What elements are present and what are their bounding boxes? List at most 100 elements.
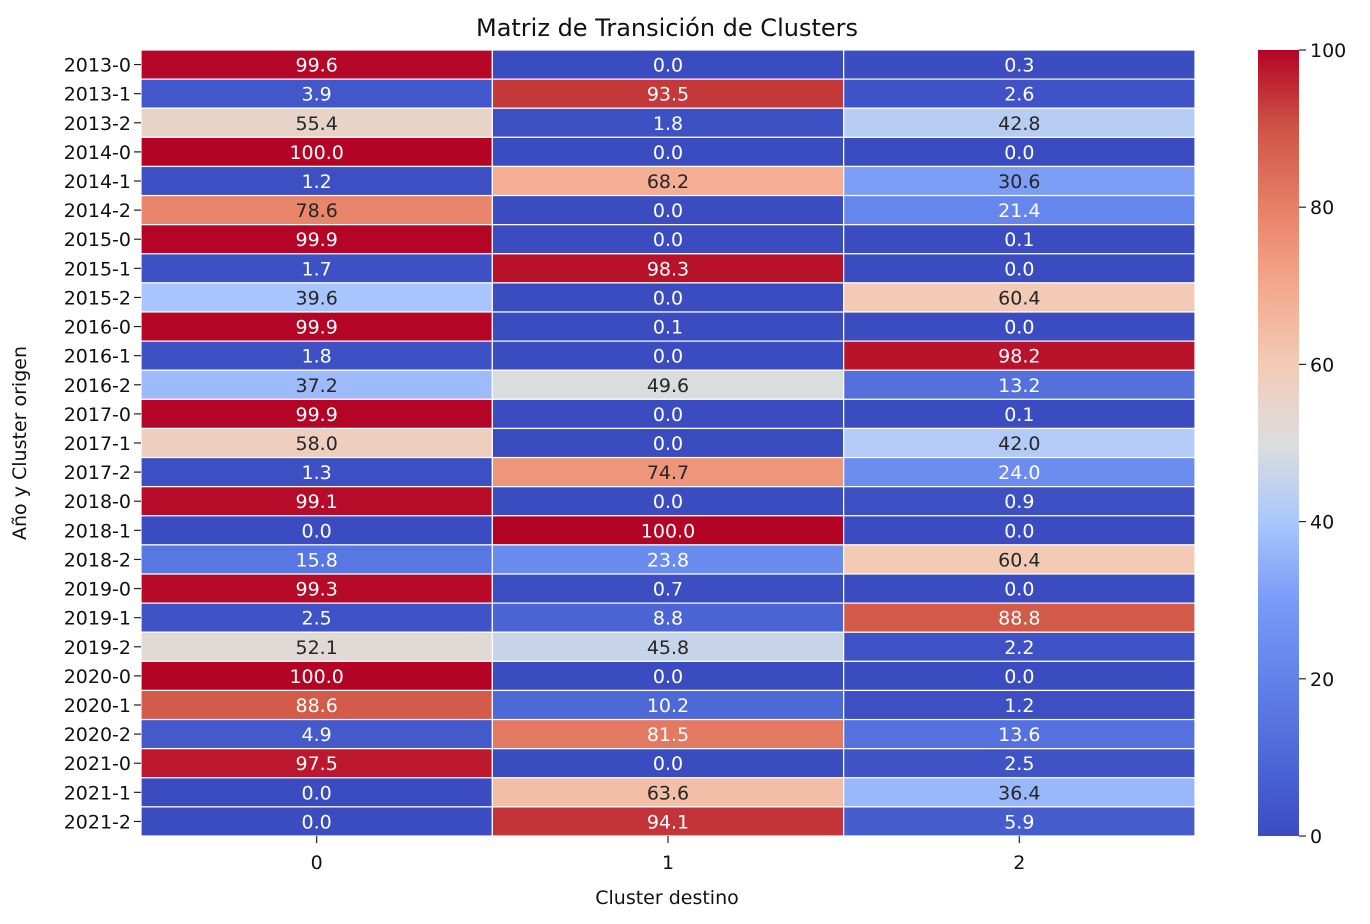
row-tick-label: 2017-0 bbox=[64, 404, 131, 426]
heatmap-cell bbox=[491, 515, 845, 546]
heatmap-cell bbox=[843, 660, 1196, 692]
cell-value-label: 0.9 bbox=[1004, 491, 1034, 513]
heatmap-cell bbox=[843, 224, 1196, 255]
heatmap-cell bbox=[491, 573, 845, 604]
cell-value-label: 5.9 bbox=[1004, 811, 1034, 833]
row-tick-label: 2013-0 bbox=[64, 55, 131, 77]
cell-value-label: 21.4 bbox=[998, 200, 1040, 222]
heatmap-cell bbox=[843, 456, 1196, 488]
cell-value-label: 58.0 bbox=[296, 433, 338, 455]
row-tick-label: 2017-1 bbox=[64, 433, 131, 455]
row-ticks: 2013-0 2013-1 2013-2 2014-0 2014-1 2014-2 2015… bbox=[64, 55, 141, 833]
colorbar-tick-label: 40 bbox=[1310, 512, 1334, 534]
heatmap-cell bbox=[491, 486, 845, 517]
chart-title: Matriz de Transición de Clusters bbox=[476, 14, 858, 42]
cell-value-label: 0.0 bbox=[302, 520, 332, 542]
row-tick-label: 2021-1 bbox=[64, 782, 131, 804]
cell-value-label: 0.0 bbox=[653, 142, 683, 164]
cell-value-label: 68.2 bbox=[647, 171, 689, 193]
cell-value-label: 88.8 bbox=[998, 608, 1040, 630]
cell-value-label: 45.8 bbox=[647, 637, 689, 659]
row-tick-label: 2017-2 bbox=[64, 462, 131, 484]
cell-value-label: 99.6 bbox=[296, 55, 338, 77]
heatmap-cell bbox=[491, 194, 845, 226]
heatmap-cell bbox=[843, 515, 1196, 546]
column-tick-label: 2 bbox=[1013, 852, 1025, 874]
heatmap-cell bbox=[140, 515, 493, 546]
colorbar-tick-label: 20 bbox=[1310, 669, 1334, 691]
cell-value-label: 99.3 bbox=[296, 579, 338, 601]
heatmap-cell bbox=[491, 777, 845, 808]
cell-value-label: 0.0 bbox=[1004, 258, 1034, 280]
cell-value-label: 0.0 bbox=[653, 753, 683, 775]
cell-value-label: 0.1 bbox=[653, 317, 683, 339]
heatmap-cell bbox=[140, 718, 493, 750]
colorbar-tick-label: 80 bbox=[1310, 197, 1334, 219]
cell-value-label: 0.0 bbox=[653, 55, 683, 77]
heatmap-cell bbox=[140, 398, 493, 430]
heatmap-cell bbox=[140, 311, 493, 342]
heatmap-cell bbox=[843, 806, 1196, 837]
cell-value-label: 94.1 bbox=[647, 811, 689, 833]
row-tick-label: 2018-2 bbox=[64, 549, 131, 571]
row-tick-label: 2014-0 bbox=[64, 142, 131, 164]
cell-value-label: 93.5 bbox=[647, 84, 689, 106]
cell-value-label: 100.0 bbox=[289, 142, 343, 164]
heatmap-cell bbox=[843, 748, 1196, 779]
heatmap-cell bbox=[843, 544, 1196, 575]
cell-value-label: 0.0 bbox=[653, 491, 683, 513]
cell-value-label: 0.1 bbox=[1004, 229, 1034, 251]
cell-value-label: 1.2 bbox=[1004, 695, 1034, 717]
heatmap-cell bbox=[843, 718, 1196, 750]
cell-value-label: 88.6 bbox=[296, 695, 338, 717]
heatmap-cell bbox=[843, 689, 1196, 721]
heatmap-cell bbox=[843, 369, 1196, 400]
cell-value-label: 4.9 bbox=[302, 724, 332, 746]
cell-value-label: 2.2 bbox=[1004, 637, 1034, 659]
cell-value-label: 2.5 bbox=[1004, 753, 1034, 775]
row-tick-label: 2014-2 bbox=[64, 200, 131, 222]
x-axis-label: Cluster destino bbox=[595, 887, 739, 909]
heatmap-cell bbox=[140, 253, 493, 284]
cell-value-label: 0.7 bbox=[653, 579, 683, 601]
cell-value-label: 0.0 bbox=[302, 782, 332, 804]
row-tick-label: 2020-0 bbox=[64, 666, 131, 688]
heatmap-cells: 99.6 0.0 0.3 3.9 93.5 2.6 55.4 1.8 42.8 100.0 0.0 0… bbox=[140, 49, 1196, 837]
heatmap-cell bbox=[491, 689, 845, 721]
cell-value-label: 1.8 bbox=[653, 113, 683, 135]
colorbar-tick-label: 60 bbox=[1310, 354, 1334, 376]
heatmap-cell bbox=[491, 253, 845, 284]
cell-value-label: 1.8 bbox=[302, 346, 332, 368]
row-tick-label: 2019-2 bbox=[64, 637, 131, 659]
heatmap-cell bbox=[140, 224, 493, 255]
heatmap-cell bbox=[491, 602, 845, 633]
cell-value-label: 0.0 bbox=[653, 200, 683, 222]
row-tick-label: 2014-1 bbox=[64, 171, 131, 193]
cell-value-label: 99.9 bbox=[296, 229, 338, 251]
cell-value-label: 2.6 bbox=[1004, 84, 1034, 106]
heatmap-cell bbox=[491, 544, 845, 575]
heatmap-cell bbox=[140, 136, 493, 168]
heatmap-cell bbox=[843, 136, 1196, 168]
cell-value-label: 0.0 bbox=[653, 287, 683, 309]
cell-value-label: 60.4 bbox=[998, 549, 1040, 571]
heatmap-cell bbox=[843, 486, 1196, 517]
heatmap-cell bbox=[491, 224, 845, 255]
heatmap-cell bbox=[140, 748, 493, 779]
row-tick-label: 2019-0 bbox=[64, 579, 131, 601]
row-tick-label: 2018-1 bbox=[64, 520, 131, 542]
heatmap-cell bbox=[140, 806, 493, 837]
cell-value-label: 100.0 bbox=[289, 666, 343, 688]
heatmap-cell bbox=[140, 49, 493, 80]
heatmap-cell bbox=[491, 311, 845, 342]
row-tick-label: 2016-2 bbox=[64, 375, 131, 397]
cell-value-label: 63.6 bbox=[647, 782, 689, 804]
row-tick-label: 2019-1 bbox=[64, 608, 131, 630]
row-tick-label: 2015-2 bbox=[64, 287, 131, 309]
colorbar-gradient bbox=[1258, 50, 1299, 836]
cell-value-label: 8.8 bbox=[653, 608, 683, 630]
cell-value-label: 1.7 bbox=[302, 258, 332, 280]
heatmap-cell bbox=[843, 253, 1196, 284]
row-tick-label: 2018-0 bbox=[64, 491, 131, 513]
